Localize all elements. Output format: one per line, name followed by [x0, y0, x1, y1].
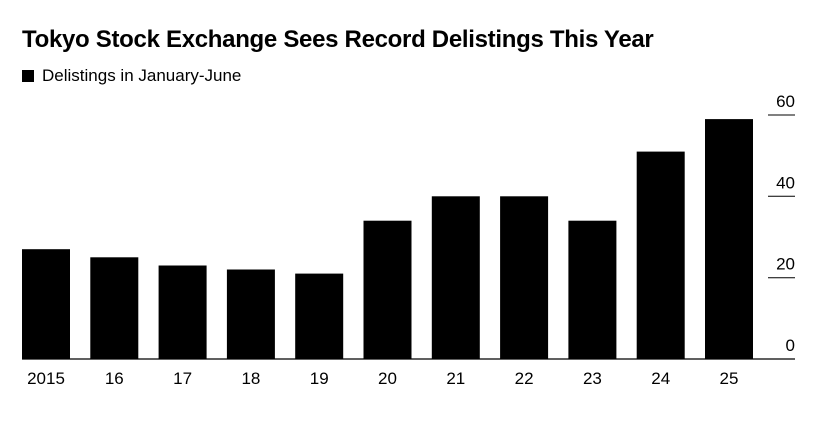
- y-tick-label: 40: [776, 173, 795, 192]
- x-tick-label: 2015: [27, 369, 65, 388]
- legend-swatch: [22, 70, 34, 82]
- bar-19: [295, 273, 344, 359]
- x-tick-label: 25: [720, 369, 739, 388]
- x-tick-label: 17: [173, 369, 192, 388]
- bar-20: [363, 220, 412, 359]
- bar-22: [500, 196, 549, 359]
- bar-25: [705, 119, 753, 359]
- bar-16: [90, 257, 139, 359]
- legend-label: Delistings in January-June: [42, 66, 242, 85]
- bar-17: [158, 265, 207, 359]
- y-tick-label: 0: [786, 336, 795, 355]
- x-tick-label: 23: [583, 369, 602, 388]
- bars-group: [22, 119, 753, 359]
- bar-24: [636, 151, 685, 359]
- x-tick-label: 22: [515, 369, 534, 388]
- x-tick-label: 21: [446, 369, 465, 388]
- legend: Delistings in January-June: [22, 66, 241, 86]
- y-tick-label: 20: [776, 255, 795, 274]
- x-tick-label: 16: [105, 369, 124, 388]
- y-tick-label: 60: [776, 92, 795, 111]
- x-tick-label: 20: [378, 369, 397, 388]
- bar-23: [568, 220, 617, 359]
- x-axis-labels: 2015 16 17 18 19 20 21 22 23 24 25: [27, 369, 738, 388]
- x-tick-label: 24: [651, 369, 670, 388]
- chart-title: Tokyo Stock Exchange Sees Record Delisti…: [22, 26, 654, 53]
- x-tick-label: 19: [310, 369, 329, 388]
- bar-2015: [22, 249, 70, 359]
- y-axis: 0 20 40 60: [768, 92, 795, 355]
- bar-18: [226, 269, 275, 359]
- x-tick-label: 18: [241, 369, 260, 388]
- bar-21: [431, 196, 480, 359]
